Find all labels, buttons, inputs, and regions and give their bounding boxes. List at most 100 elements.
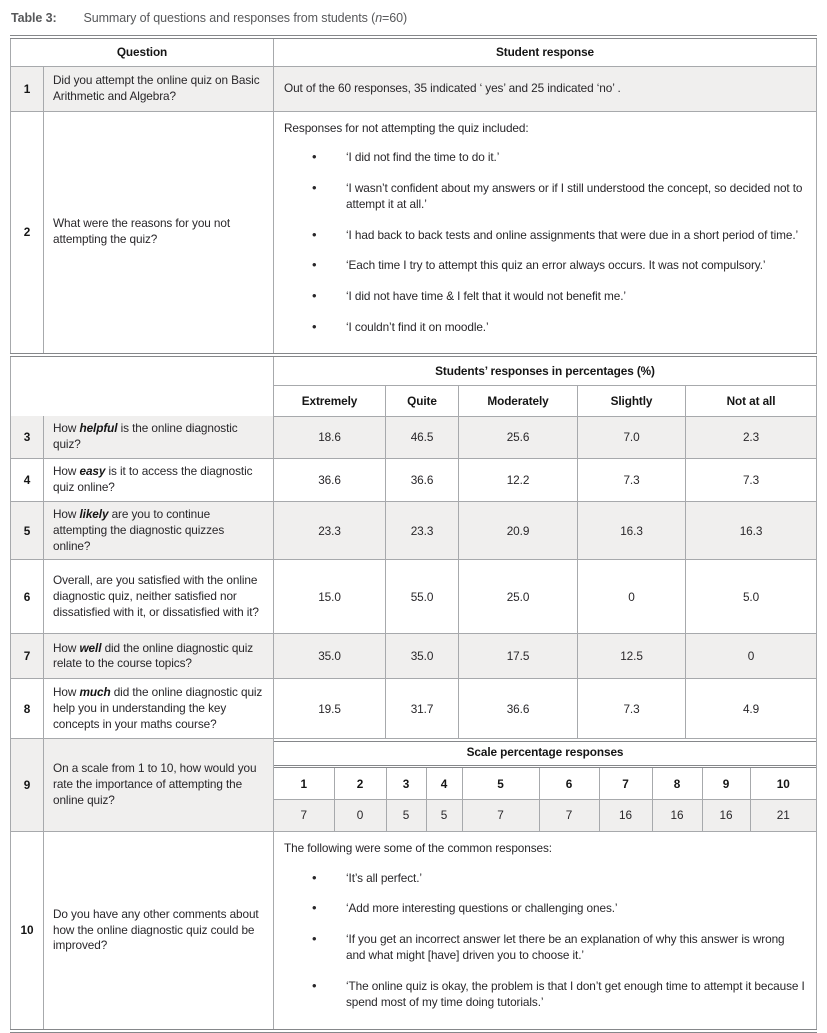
value-cell: 16.3 <box>685 501 817 561</box>
quote-item: ‘It’s all perfect.’ <box>284 869 806 887</box>
column-header-student-response: Student response <box>273 39 817 67</box>
value-cell: 7.3 <box>577 458 686 502</box>
column-header-question: Question <box>10 39 275 67</box>
scale-label-extremely: Extremely <box>273 385 386 417</box>
question-cell: Overall, are you satisfied with the onli… <box>43 559 274 635</box>
row-number: 3 <box>10 416 44 459</box>
value-cell: 4.9 <box>685 678 817 740</box>
question-cell: On a scale from 1 to 10, how would you r… <box>43 739 274 832</box>
scale-label-slightly: Slightly <box>577 385 686 417</box>
value-cell: 36.6 <box>458 678 578 740</box>
scale-point: 9 <box>702 766 751 800</box>
likert-section-header: Students’ responses in percentages (%) <box>273 357 817 386</box>
question-text: How <box>53 640 80 655</box>
comments-row-table: 10 Do you have any other comments about … <box>10 831 817 1029</box>
question-cell: How easy is it to access the diagnostic … <box>43 458 274 502</box>
scale-point: 8 <box>652 766 703 800</box>
question-cell: How well did the online diagnostic quiz … <box>43 633 274 680</box>
value-cell: 55.0 <box>385 559 459 635</box>
question-text: How <box>53 685 80 700</box>
quote-item: ‘I did not have time & I felt that it wo… <box>284 287 806 305</box>
value-cell: 46.5 <box>385 416 459 459</box>
scale-subtable-header: Scale percentage responses <box>274 739 816 769</box>
scale-label-moderately: Moderately <box>458 385 578 417</box>
value-cell: 0 <box>577 559 686 635</box>
table-row: 3 How helpful is the online diagnostic q… <box>10 416 817 459</box>
value-cell: 23.3 <box>273 501 386 561</box>
likert-table: Students’ responses in percentages (%) E… <box>10 357 817 740</box>
question-text: did the online diagnostic quiz relate to… <box>53 640 254 671</box>
scale-value: 7 <box>462 799 540 831</box>
question-cell: What were the reasons for you not attemp… <box>43 111 275 354</box>
value-cell: 16.3 <box>577 501 686 561</box>
value-cell: 25.0 <box>458 559 578 635</box>
response-cell: Responses for not attempting the quiz in… <box>274 111 817 353</box>
scale-response-cell: Scale percentage responses 1 2 3 4 5 6 7… <box>273 739 817 832</box>
response-intro: The following were some of the common re… <box>284 840 552 855</box>
row-number: 5 <box>10 501 44 561</box>
scale-value: 0 <box>334 799 387 831</box>
question-emphasis: likely <box>79 506 109 521</box>
quote-item: ‘Each time I try to attempt this quiz an… <box>284 257 806 275</box>
table-row: 4 How easy is it to access the diagnosti… <box>10 458 817 502</box>
row-number: 2 <box>10 111 44 354</box>
scale-value: 7 <box>539 799 600 831</box>
value-cell: 25.6 <box>458 416 578 459</box>
question-emphasis: well <box>79 640 102 655</box>
quote-list: ‘I did not find the time to do it.’ ‘I w… <box>284 148 806 336</box>
question-text: How <box>53 463 80 478</box>
quote-item: ‘If you get an incorrect answer let ther… <box>284 930 806 964</box>
question-text: How <box>53 506 80 521</box>
quote-item: ‘I couldn’t find it on moodle.’ <box>284 318 806 336</box>
value-cell: 0 <box>685 633 817 680</box>
table-row: 8 How much did the online diagnostic qui… <box>10 678 817 740</box>
scale-value: 16 <box>599 799 653 831</box>
row-number: 1 <box>10 66 44 112</box>
quote-item: ‘Add more interesting questions or chall… <box>284 899 806 917</box>
row-number: 9 <box>10 739 44 832</box>
quote-item: ‘The online quiz is okay, the problem is… <box>284 977 806 1011</box>
scale-value: 16 <box>652 799 703 831</box>
value-cell: 12.5 <box>577 633 686 680</box>
scale-point: 3 <box>386 766 427 800</box>
question-text: did the online diagnostic quiz help you … <box>53 685 263 731</box>
scale-subtable: Scale percentage responses 1 2 3 4 5 6 7… <box>274 739 816 831</box>
value-cell: 7.0 <box>577 416 686 459</box>
scale-point: 5 <box>462 766 540 800</box>
scale-value: 21 <box>776 808 790 823</box>
value-cell: 5.0 <box>685 559 817 635</box>
table-caption-tail: =60) <box>382 11 408 25</box>
question-emphasis: much <box>79 685 111 700</box>
response-cell: The following were some of the common re… <box>274 832 817 1029</box>
value-cell: 20.9 <box>458 501 578 561</box>
scale-point: 4 <box>426 766 463 800</box>
question-text: is the online diagnostic quiz? <box>53 421 238 451</box>
question-emphasis: helpful <box>79 421 118 436</box>
quote-list: ‘It’s all perfect.’ ‘Add more interestin… <box>284 869 806 1011</box>
scale-value: 7 <box>274 799 335 831</box>
table-caption: Table 3: Summary of questions and respons… <box>11 11 817 25</box>
scale-point: 7 <box>599 766 653 800</box>
table-row: 9 On a scale from 1 to 10, how would you… <box>10 739 817 832</box>
value-cell: 12.2 <box>458 458 578 502</box>
value-cell: 23.3 <box>385 501 459 561</box>
row-number: 7 <box>10 633 44 680</box>
question-cell: Did you attempt the online quiz on Basic… <box>43 66 275 112</box>
scale-point: 2 <box>334 766 387 800</box>
value-cell: 17.5 <box>458 633 578 680</box>
value-cell: 18.6 <box>273 416 386 459</box>
quote-item: ‘I wasn’t confident about my answers or … <box>284 179 806 213</box>
summary-table-top: Question Student response 1 Did you atte… <box>10 39 817 354</box>
scale-value: 5 <box>426 799 463 831</box>
value-cell: 2.3 <box>685 416 817 459</box>
scale-label-quite: Quite <box>385 385 459 417</box>
value-cell: 7.3 <box>577 678 686 740</box>
section-rule <box>10 353 817 358</box>
question-cell: How much did the online diagnostic quiz … <box>43 678 274 740</box>
row-number: 4 <box>10 458 44 502</box>
table-bottom-rule <box>10 1029 817 1033</box>
row-number: 8 <box>10 678 44 740</box>
table-top-rule <box>10 35 817 39</box>
table-caption-label: Table 3: <box>11 11 57 25</box>
quote-item: ‘I had back to back tests and online ass… <box>284 226 806 244</box>
